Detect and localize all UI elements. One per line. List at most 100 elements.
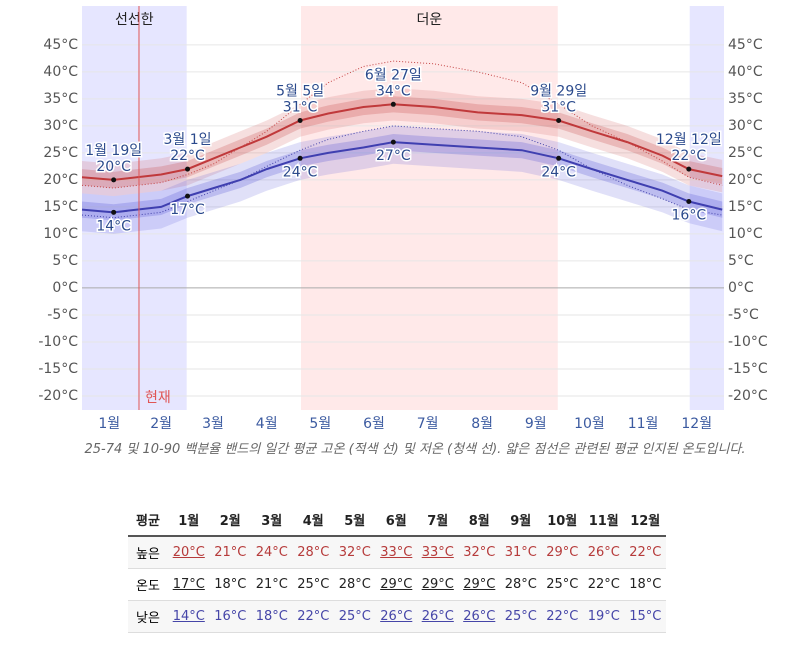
band — [82, 88, 723, 197]
cell: 29°C — [541, 536, 583, 569]
point — [297, 155, 303, 161]
point — [556, 155, 562, 161]
cell: 25°C — [541, 568, 583, 601]
dotted-line — [81, 125, 723, 219]
region — [82, 6, 187, 410]
row-label: 낮은 — [128, 600, 168, 633]
y-tick-label: 0°C — [52, 280, 78, 296]
cell: 33°C — [375, 536, 417, 569]
cell: 16°C — [209, 600, 251, 633]
cell: 21°C — [209, 536, 251, 569]
chart: 선선한 더운 45°C 45°C 40°C 40°C 35°C 35°C 30°C 30°C 25°… — [38, 6, 768, 432]
y-tick-label: -5°C — [47, 307, 78, 323]
header-cell: 평균 — [128, 503, 168, 537]
point — [686, 199, 692, 205]
point — [390, 101, 396, 107]
band — [82, 134, 723, 221]
annotation-date: 6월 27일 — [365, 67, 422, 83]
header-cell: 4월 — [292, 503, 334, 537]
y2-tick-label: -10°C — [728, 334, 768, 350]
cell: 17°C — [168, 568, 210, 601]
cell: 25°C — [292, 568, 334, 601]
header-cell: 11월 — [583, 503, 625, 537]
cell: 18°C — [209, 568, 251, 601]
x-tick-label: 7월 — [417, 416, 439, 432]
cell: 24°C — [251, 536, 293, 569]
annotation-high: 31°C — [283, 100, 318, 116]
header-cell: 3월 — [251, 503, 293, 537]
cell: 29°C — [458, 568, 500, 601]
y2-tick-label: -15°C — [728, 361, 768, 377]
cell: 32°C — [334, 536, 376, 569]
point — [297, 118, 303, 124]
line — [81, 103, 723, 181]
x-tick-label: 3월 — [202, 416, 224, 432]
point — [686, 166, 692, 172]
cell: 25°C — [500, 600, 542, 633]
cell: 18°C — [624, 568, 666, 601]
table-row: 낮은 14°C 16°C 18°C 22°C 25°C 26°C 26°C 26°C 25°C 22… — [128, 600, 666, 633]
cell: 19°C — [583, 600, 625, 633]
cell: 22°C — [541, 600, 583, 633]
summary-table: 평균 1월 2월 3월 4월 5월 6월 7월 8월 9월 10월 11월 12월 높은 20°C 21°C 2… — [128, 503, 666, 633]
annotation-low: 27°C — [376, 148, 411, 164]
annotation-high: 22°C — [170, 148, 205, 164]
cell: 28°C — [500, 568, 542, 601]
x-tick-label: 4월 — [256, 416, 278, 432]
point — [111, 209, 117, 215]
header-cell: 2월 — [209, 503, 251, 537]
cell: 26°C — [417, 600, 459, 633]
y-tick-label: 30°C — [43, 118, 78, 134]
point — [556, 118, 562, 124]
annotation-low: 24°C — [541, 164, 576, 180]
annotation-date: 9월 29일 — [530, 84, 587, 100]
annotation-low: 14°C — [96, 218, 131, 234]
annotation-low: 24°C — [283, 164, 318, 180]
cell: 21°C — [251, 568, 293, 601]
x-tick-label: 2월 — [150, 416, 172, 432]
cell: 26°C — [375, 600, 417, 633]
cell: 29°C — [375, 568, 417, 601]
y2-tick-label: 5°C — [728, 253, 754, 269]
table-row: 높은 20°C 21°C 24°C 28°C 32°C 33°C 33°C 32°C 31°C 29… — [128, 536, 666, 569]
x-tick-label: 5월 — [309, 416, 331, 432]
cell: 22°C — [292, 600, 334, 633]
annotation-low: 17°C — [170, 202, 205, 218]
point — [111, 177, 117, 183]
y-tick-label: 15°C — [43, 199, 78, 215]
y2-tick-label: -5°C — [728, 307, 759, 323]
y2-tick-label: 45°C — [728, 37, 763, 53]
annotation-date: 12월 12일 — [656, 132, 722, 148]
annotation-low: 16°C — [672, 208, 707, 224]
header-cell: 12월 — [624, 503, 666, 537]
annotation-high: 34°C — [376, 83, 411, 99]
band — [82, 125, 723, 234]
row-label: 온도 — [128, 568, 168, 601]
region — [300, 6, 558, 410]
caption: 25-74 및 10-90 백분율 밴드의 일간 평균 고온 (적색 선) 및 … — [84, 442, 746, 457]
header-cell: 9월 — [500, 503, 542, 537]
cell: 31°C — [500, 536, 542, 569]
y-tick-label: 35°C — [43, 91, 78, 107]
y-tick-label: -20°C — [38, 388, 78, 404]
cell: 28°C — [334, 568, 376, 601]
y2-tick-label: 15°C — [728, 199, 763, 215]
annotation-date: 5월 5일 — [276, 84, 324, 100]
cell: 29°C — [417, 568, 459, 601]
point — [390, 139, 396, 145]
x-tick-label: 10월 — [574, 416, 605, 432]
cell: 22°C — [583, 568, 625, 601]
y2-tick-label: 0°C — [728, 280, 754, 296]
point — [185, 166, 191, 172]
x-tick-label: 9월 — [525, 416, 547, 432]
y-tick-label: 25°C — [43, 145, 78, 161]
y2-tick-label: -20°C — [728, 388, 768, 404]
cell: 18°C — [251, 600, 293, 633]
header-cell: 5월 — [334, 503, 376, 537]
y-tick-label: 10°C — [43, 226, 78, 242]
y2-tick-label: 35°C — [728, 91, 763, 107]
cell: 32°C — [458, 536, 500, 569]
y-tick-label: 45°C — [43, 37, 78, 53]
y-tick-label: 20°C — [43, 172, 78, 188]
